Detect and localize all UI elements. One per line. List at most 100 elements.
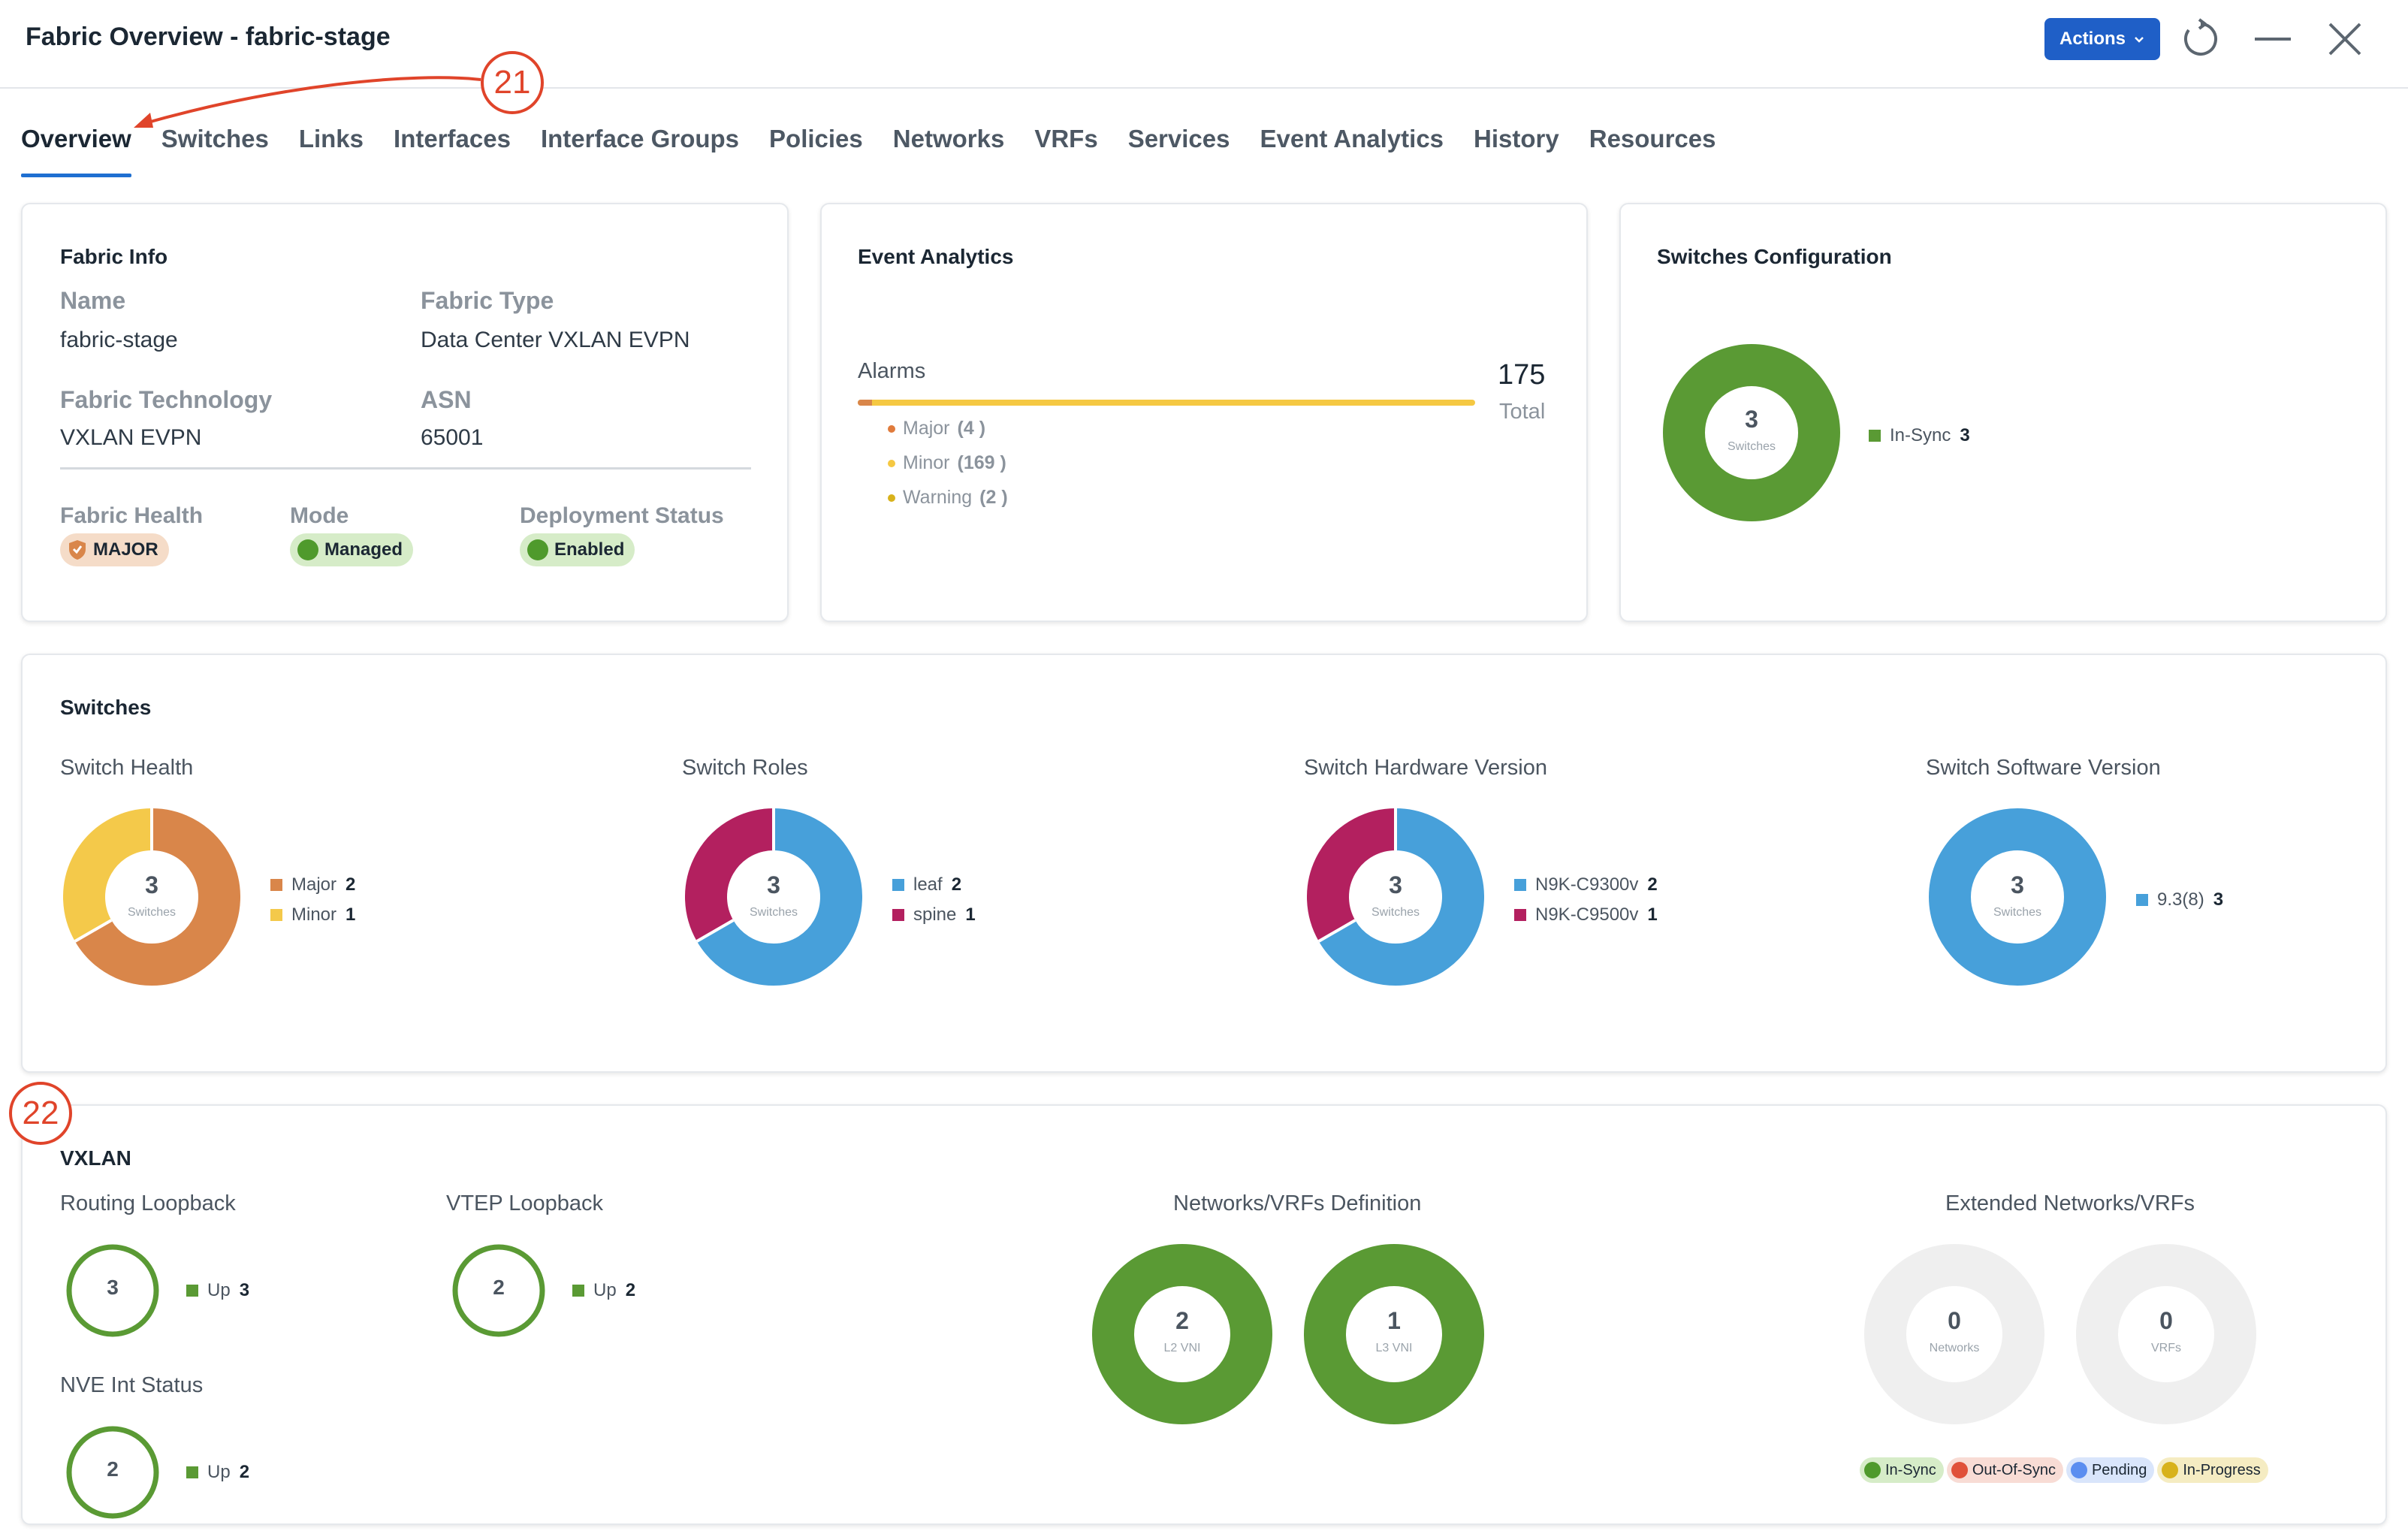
donut-chart [1307,808,1484,986]
status-pill-label: Pending [2091,1461,2147,1478]
status-pill-label: In-Sync [1885,1461,1936,1478]
legend-value: 2 [625,1280,636,1300]
donut-segment [1929,808,2106,986]
legend-label: N9K-C9500v [1535,904,1639,925]
legend-value: 3 [239,1280,250,1300]
legend-swatch [892,879,904,891]
switch-donut: 3 Switches [63,808,240,986]
legend-swatch [186,1466,198,1478]
donut-center-label: VRFs [2151,1342,2181,1354]
legend-value: 3 [1960,425,1970,445]
alarm-label: Minor [903,452,950,473]
vxlan-card [21,1104,2387,1525]
actions-button[interactable]: Actions [2044,18,2160,60]
legend-item: spine 1 [892,904,976,926]
close-icon[interactable] [2324,18,2366,60]
fabric-technology-value: VXLAN EVPN [60,425,202,450]
donut-segment [1864,1244,2044,1424]
fabric-type-label: Fabric Type [421,287,554,314]
donut-segment [1307,808,1397,941]
status-pill-label: In-Progress [2183,1461,2261,1478]
shield-icon [69,540,86,560]
donut-center-label: Switches [1727,440,1776,453]
alarms-bar [858,400,1475,406]
card-title: Switches Configuration [1657,245,1892,268]
legend-label: In-Sync [1890,425,1951,445]
tab-event-analytics[interactable]: Event Analytics [1260,125,1444,152]
callout-arrow [134,76,481,128]
actions-label: Actions [2059,29,2126,49]
legend-item: N9K-C9500v 1 [1514,904,1658,926]
tab-overview[interactable]: Overview [21,125,131,177]
tab-interfaces[interactable]: Interfaces [394,125,511,152]
deployment-status-badge: Enabled [520,533,635,566]
alarm-dot-icon [888,459,895,467]
donut-center-label: Switches [127,906,177,919]
status-dot-icon [297,539,318,560]
tab-networks[interactable]: Networks [892,125,1005,152]
alarms-total-label: Total [1499,400,1546,424]
divider [60,467,751,470]
ring-center-value: 2 [493,1276,505,1299]
tab-resources[interactable]: Resources [1589,125,1716,152]
donut-segment [685,808,775,941]
donut-segment [74,808,240,986]
card-title: Event Analytics [858,245,1014,268]
donut-center-value: 2 [1175,1307,1189,1334]
legend-item: Minor 1 [270,904,355,926]
switch-chart-title: Switch Roles [682,756,808,780]
asn-label: ASN [421,386,472,413]
event-analytics-card [820,203,1588,622]
name-label: Name [60,287,126,314]
ring-chart [66,1426,159,1519]
vxlan-donut: 1 L3 VNI [1304,1244,1484,1424]
switch-chart-title: Switch Software Version [1926,756,2161,780]
donut-chart [1092,1244,1272,1424]
status-dot-icon [527,539,548,560]
vxlan-donut: 0 VRFs [2076,1244,2256,1424]
donut-chart [685,808,862,986]
legend-label: spine [913,904,957,925]
tab-interface-groups[interactable]: Interface Groups [540,125,740,152]
legend-item: 9.3(8) 3 [2136,889,2223,910]
tab-switches[interactable]: Switches [161,125,269,152]
tab-history[interactable]: History [1474,125,1559,152]
legend-label: N9K-C9300v [1535,874,1639,895]
status-ring: 2 [452,1244,545,1337]
refresh-icon[interactable] [2180,18,2222,60]
nve-int-status-title: NVE Int Status [60,1373,204,1397]
switch-donut: 3 Switches [1307,808,1484,986]
donut-center-label: Switches [1993,906,2042,919]
tab-links[interactable]: Links [298,125,364,152]
legend-label: Up [207,1462,231,1482]
legend-swatch [572,1285,584,1297]
legend-value: 1 [346,904,356,925]
legend-item: Up 2 [186,1462,249,1483]
switch-chart-title: Switch Hardware Version [1304,756,1547,780]
tab-policies[interactable]: Policies [769,125,863,152]
window-title: Fabric Overview - fabric-stage [26,23,391,51]
switches-configuration-card [1619,203,2387,622]
legend-item: Up 3 [186,1280,249,1301]
donut-separator [696,919,735,943]
donut-center-value: 3 [767,871,780,898]
donut-chart [2076,1244,2256,1424]
alarms-bar-major-segment [858,400,872,406]
status-pill: In-Sync [1860,1457,1944,1483]
fabric-type-value: Data Center VXLAN EVPN [421,328,690,352]
donut-center-value: 0 [2159,1307,2173,1334]
donut-center-label: L2 VNI [1163,1342,1201,1354]
ring-segment [66,1244,159,1337]
status-pill: Pending [2066,1457,2155,1483]
fabric-health-label: Fabric Health [60,503,204,528]
vxlan-donut: 2 L2 VNI [1092,1244,1272,1424]
ring-chart [66,1244,159,1337]
ring-chart [452,1244,545,1337]
tab-vrfs[interactable]: VRFs [1034,125,1098,152]
legend-value: 2 [239,1462,250,1482]
legend-swatch [270,879,282,891]
tab-services[interactable]: Services [1127,125,1230,152]
minimize-icon[interactable] [2252,18,2294,60]
legend-item: Major 2 [270,874,355,895]
switch-donut: 3 Switches [685,808,862,986]
